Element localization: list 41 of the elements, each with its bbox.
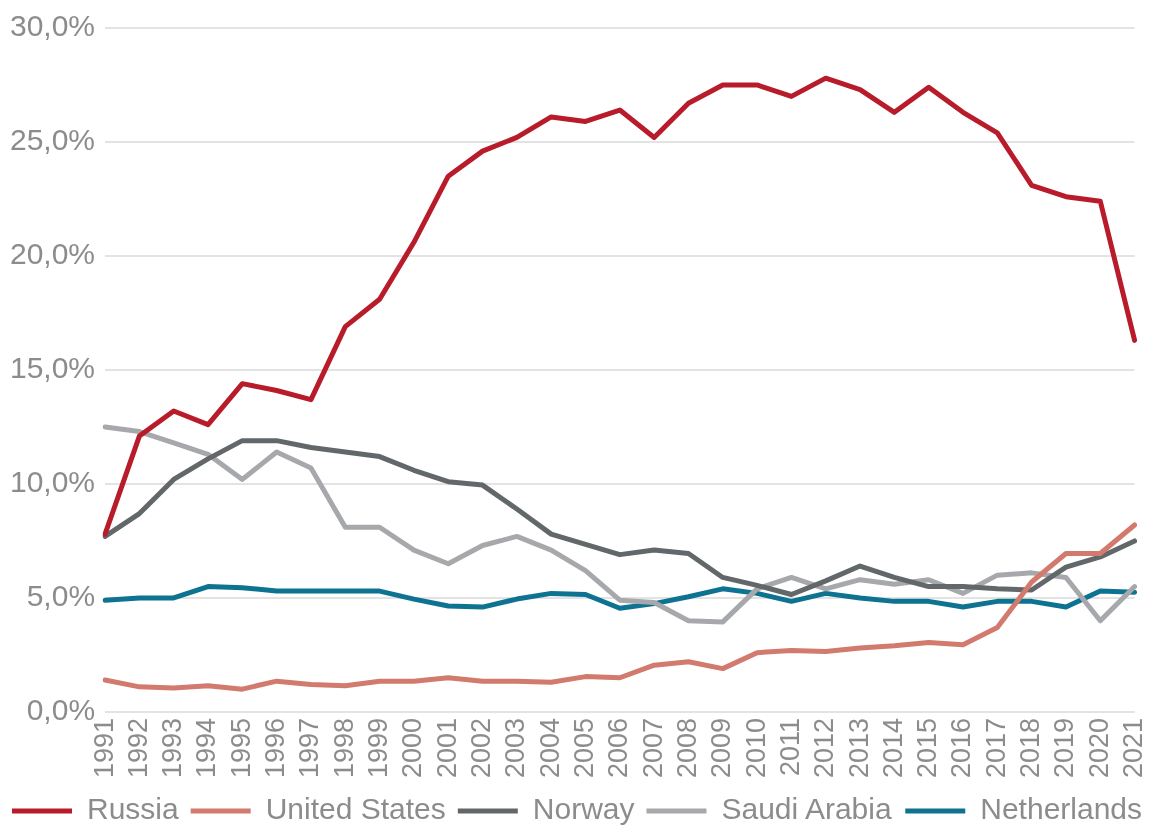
x-tick-label: 1999 (363, 717, 394, 779)
x-tick-label: 2010 (740, 717, 771, 779)
y-tick-label: 25,0% (9, 123, 96, 157)
x-tick-label: 2002 (466, 717, 497, 779)
x-tick-label: 2005 (568, 717, 599, 779)
x-tick-label: 2018 (1015, 717, 1046, 779)
x-tick-label: 1997 (294, 717, 325, 779)
x-tick-label: 2003 (500, 717, 531, 779)
y-tick-label: 10,0% (9, 465, 96, 499)
x-tick-label: 1994 (191, 717, 222, 779)
x-tick-label: 2007 (637, 717, 668, 779)
x-tick-label: 2021 (1118, 717, 1149, 779)
x-tick-label: 1995 (225, 717, 256, 779)
legend-label: Norway (532, 792, 635, 826)
x-tick-label: 1998 (328, 717, 359, 779)
x-tick-label: 2004 (534, 717, 565, 779)
legend-label: Russia (87, 792, 180, 826)
legend-label: Netherlands (980, 792, 1143, 826)
x-tick-label: 2014 (877, 717, 908, 779)
y-tick-label: 20,0% (9, 237, 96, 271)
x-tick-label: 2009 (706, 717, 737, 779)
y-tick-label: 30,0% (9, 9, 96, 43)
x-tick-label: 1993 (157, 717, 188, 779)
y-tick-label: 5,0% (26, 579, 96, 613)
x-tick-label: 2006 (603, 717, 634, 779)
x-tick-label: 2015 (912, 717, 943, 779)
x-tick-label: 1992 (122, 717, 153, 779)
legend-label: United States (265, 792, 446, 826)
x-tick-label: 2012 (809, 717, 840, 779)
y-tick-label: 15,0% (9, 351, 96, 385)
x-tick-label: 2011 (774, 717, 805, 776)
x-tick-label: 2020 (1083, 717, 1114, 779)
x-tick-label: 1996 (260, 717, 291, 779)
x-tick-label: 2013 (843, 717, 874, 779)
x-tick-label: 2017 (980, 717, 1011, 779)
x-tick-label: 2016 (946, 717, 977, 779)
x-tick-label: 2019 (1049, 717, 1080, 779)
x-tick-label: 2008 (671, 717, 702, 779)
x-tick-label: 2001 (431, 717, 462, 779)
legend-label: Saudi Arabia (721, 792, 892, 826)
x-tick-label: 2000 (397, 717, 428, 779)
